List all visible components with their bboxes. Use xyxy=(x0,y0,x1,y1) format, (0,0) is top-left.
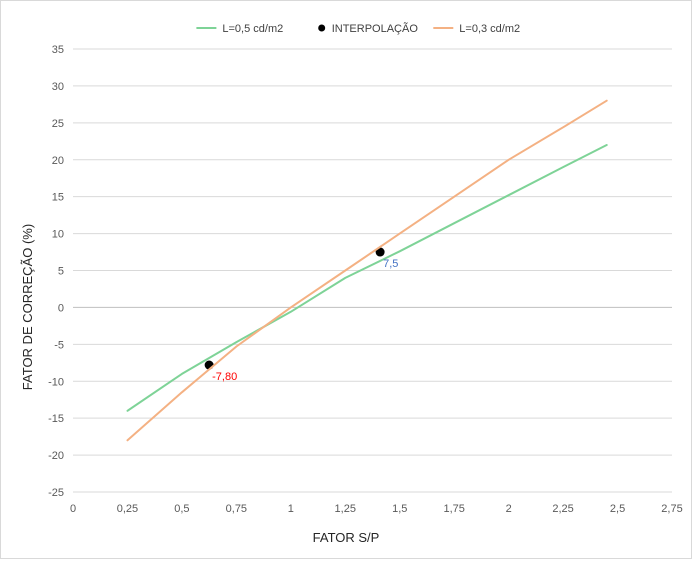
x-tick-label: 2 xyxy=(506,503,512,515)
data-label: -7,80 xyxy=(212,371,237,383)
y-tick-label: -5 xyxy=(54,339,64,351)
y-tick-label: -25 xyxy=(48,487,64,499)
y-tick-label: 20 xyxy=(52,155,64,167)
y-tick-label: 35 xyxy=(52,44,64,56)
interpolation-point xyxy=(375,247,385,257)
legend-swatch-1 xyxy=(318,24,326,32)
y-tick-label: -15 xyxy=(48,413,64,425)
y-tick-label: 15 xyxy=(52,192,64,204)
y-tick-label: 25 xyxy=(52,118,64,130)
y-axis-title: FATOR DE CORREÇÃO (%) xyxy=(20,224,35,390)
y-tick-label: 5 xyxy=(58,266,64,278)
x-tick-label: 2,75 xyxy=(661,503,682,515)
y-tick-label: -10 xyxy=(48,376,64,388)
legend-label-2: L=0,3 cd/m2 xyxy=(459,23,520,35)
legend-label-0: L=0,5 cd/m2 xyxy=(222,23,283,35)
y-tick-label: -20 xyxy=(48,450,64,462)
x-tick-label: 1 xyxy=(288,503,294,515)
x-tick-label: 2,5 xyxy=(610,503,625,515)
y-tick-label: 0 xyxy=(58,302,64,314)
x-tick-label: 0 xyxy=(70,503,76,515)
y-tick-label: 30 xyxy=(52,81,64,93)
y-tick-label: 10 xyxy=(52,229,64,241)
x-tick-label: 0,75 xyxy=(226,503,247,515)
legend: L=0,5 cd/m2 INTERPOLAÇÃO L=0,3 cd/m2 xyxy=(196,22,520,35)
x-tick-label: 1,75 xyxy=(443,503,464,515)
x-tick-label: 0,5 xyxy=(174,503,189,515)
x-tick-label: 1,5 xyxy=(392,503,407,515)
series-line-2 xyxy=(126,99,608,442)
legend-label-1: INTERPOLAÇÃO xyxy=(332,22,419,35)
x-tick-label: 1,25 xyxy=(335,503,356,515)
series-line-0 xyxy=(126,144,608,412)
grid-layer xyxy=(73,48,672,493)
x-tick-label: 0,25 xyxy=(117,503,138,515)
data-label: 7,5 xyxy=(383,258,398,270)
series-layer xyxy=(126,99,608,442)
tick-layer: 35 30 25 20 15 10 5 0 -5 -10 -15 -20 -25 0 0,25 0,5 0,75… xyxy=(48,44,683,515)
x-axis-title: FATOR S/P xyxy=(313,530,380,545)
x-tick-label: 2,25 xyxy=(552,503,573,515)
label-layer: -7,80 7,5 xyxy=(212,258,398,383)
